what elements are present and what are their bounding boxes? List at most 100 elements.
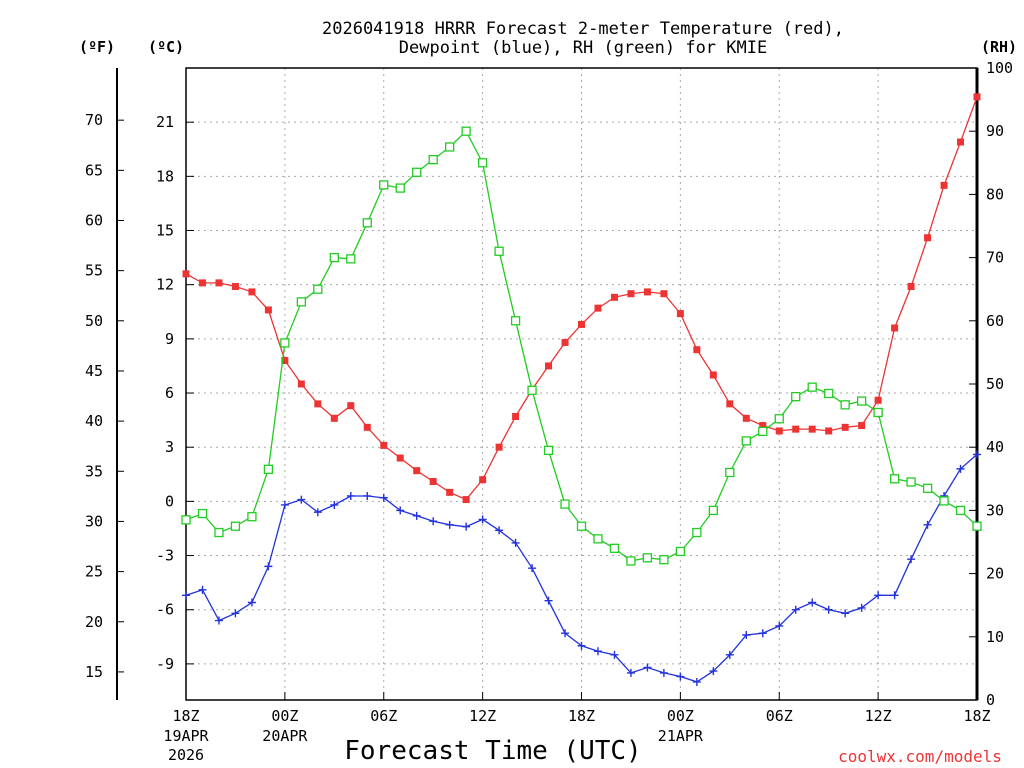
dewpoint-point: [824, 605, 833, 614]
dewpoint-point: [874, 591, 883, 600]
temperature-point: [578, 320, 585, 328]
rh-point: [247, 512, 257, 522]
rh-point: [510, 316, 521, 326]
rh-point: [181, 515, 191, 525]
rh-point: [197, 508, 208, 519]
temperature-point: [792, 425, 800, 433]
dewpoint-point: [692, 677, 701, 686]
fahrenheit-tick-label: 50: [85, 312, 103, 330]
rh-point: [494, 246, 504, 256]
rh-point: [214, 527, 224, 538]
rh-point: [329, 252, 339, 263]
temperature-point: [281, 357, 289, 365]
temperature-point: [594, 304, 602, 312]
time-tick-label: 06Z: [766, 707, 793, 725]
celsius-axis-ticks: -9 -6 -3 0 3 6 9 12 15 18 21: [156, 113, 194, 673]
temperature-point: [429, 478, 437, 486]
fahrenheit-tick-label: 55: [85, 262, 103, 280]
fahrenheit-tick-label: 15: [85, 663, 103, 681]
temperature-point: [907, 282, 915, 290]
rh-tick-label: 70: [986, 249, 1004, 267]
rh-point: [313, 284, 323, 294]
temperature-point: [709, 371, 717, 379]
dewpoint-point: [725, 650, 734, 659]
dewpoint-point: [659, 668, 668, 677]
rh-point: [395, 183, 405, 193]
dewpoint-point: [857, 603, 866, 612]
fahrenheit-tick-label: 25: [85, 563, 103, 581]
temperature-point: [808, 425, 816, 433]
dewpoint-point: [478, 515, 487, 524]
dewpoint-point: [313, 508, 322, 517]
dewpoint-point: [280, 500, 289, 509]
rh-tick-label: 20: [986, 565, 1004, 583]
year-label: 2026: [168, 746, 204, 764]
dewpoint-point: [429, 517, 438, 526]
rh-point: [593, 534, 603, 544]
temperature-point: [726, 400, 734, 408]
time-tick-label: 00Z: [667, 707, 694, 725]
temperature-point: [380, 441, 388, 449]
date-label: 20APR: [262, 727, 308, 745]
dewpoint-point: [758, 629, 767, 638]
temperature-point: [660, 290, 668, 298]
temperature-point: [825, 427, 833, 435]
rh-point: [807, 382, 817, 392]
rh-point: [939, 496, 949, 506]
fahrenheit-tick-label: 40: [85, 412, 103, 430]
dewpoint-point: [264, 562, 273, 571]
celsius-tick-label: 18: [156, 167, 174, 185]
rh-point: [642, 553, 653, 563]
date-label: 21APR: [658, 727, 704, 745]
fahrenheit-tick-label: 65: [85, 161, 103, 179]
fahrenheit-tick-label: 30: [85, 512, 103, 530]
dewpoint-point: [593, 647, 602, 656]
time-tick-label: 12Z: [469, 707, 496, 725]
rh-point: [626, 556, 636, 566]
rh-point: [576, 521, 587, 531]
dewpoint-point: [973, 450, 981, 459]
temperature-point: [891, 324, 899, 332]
time-tick-label: 12Z: [865, 707, 892, 725]
temperature-point: [676, 310, 684, 318]
dewpoint-point: [775, 621, 784, 630]
rh-tick-label: 60: [986, 312, 1004, 330]
rh-tick-label: 40: [986, 438, 1004, 456]
temperature-point: [314, 400, 322, 408]
rh-point: [362, 218, 372, 228]
dewpoint-point: [379, 493, 388, 502]
rh-point: [906, 477, 916, 487]
series-layer: [181, 93, 982, 686]
rh-point: [263, 464, 274, 474]
temperature-point: [363, 423, 371, 431]
rh-point: [230, 521, 241, 531]
dewpoint-point: [709, 667, 718, 676]
temperature-point: [693, 346, 701, 354]
2-meter-temperature-series: [182, 93, 981, 504]
dewpoint-point: [231, 609, 240, 618]
temperature-point: [495, 443, 503, 451]
temperature-point: [198, 279, 206, 287]
celsius-tick-label: 15: [156, 222, 174, 240]
rh-point: [412, 167, 422, 177]
temperature-point: [330, 414, 338, 422]
rh-tick-label: 90: [986, 122, 1004, 140]
dewpoint-point: [247, 598, 256, 607]
dewpoint-point: [198, 585, 207, 594]
dewpoint-point: [791, 605, 800, 614]
dewpoint-point: [412, 511, 421, 520]
dewpoint-point: [561, 629, 570, 638]
celsius-tick-label: -6: [156, 601, 174, 619]
rh-point: [428, 154, 438, 165]
rh-point: [280, 338, 290, 348]
dewpoint-point: [907, 555, 916, 564]
rh-point: [445, 142, 455, 152]
temperature-point: [858, 422, 866, 430]
rh-point: [692, 527, 702, 538]
rh-axis-ticks: 0 10 20 30 40 50 60 70 80 90 100: [969, 59, 1013, 709]
dewpoint-point: [890, 591, 899, 600]
rh-point: [889, 474, 900, 484]
fahrenheit-axis-ticks: 15 20 25 30 35 40 45 50 55 60 65 70: [85, 111, 124, 681]
celsius-tick-label: 3: [165, 438, 174, 456]
